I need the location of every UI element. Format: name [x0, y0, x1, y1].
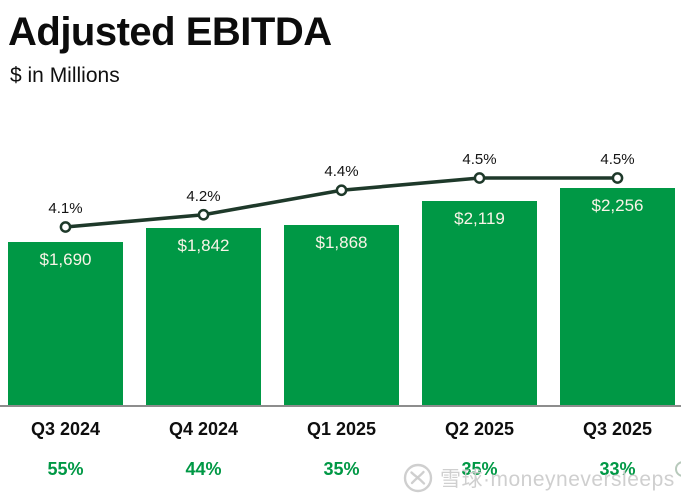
xueqiu-snowball-logo-icon: [403, 463, 433, 493]
page-title: Adjusted EBITDA: [8, 10, 332, 54]
growth-percent-label: 44%: [185, 459, 222, 479]
x-axis-label-q2-2025: Q2 2025: [444, 419, 515, 439]
bar-q1-2025: [284, 225, 399, 405]
line-percent-label: 4.5%: [600, 151, 635, 168]
line-percent-label: 4.4%: [324, 163, 359, 181]
bar-value-label: $1,868: [315, 233, 368, 252]
line-marker: [473, 172, 486, 184]
line-percent-label: 4.1%: [48, 200, 83, 217]
bar-value-label: $1,842: [177, 236, 230, 255]
line-marker: [611, 172, 624, 184]
line-marker: [197, 208, 210, 221]
bar-value-label: $2,256: [591, 196, 644, 215]
bar-value-label: $1,690: [39, 250, 92, 269]
x-axis-label-q3-2024: Q3 2024: [30, 419, 101, 439]
growth-percent-label: 35%: [461, 459, 498, 479]
line-percent-label: 4.5%: [462, 151, 497, 168]
watermark-text: 雪球·moneyneversleeps: [440, 468, 675, 491]
bar-value-label: $2,119: [454, 209, 505, 228]
x-axis-label-q4-2024: Q4 2024: [168, 419, 239, 439]
watermark: 雪球·moneyneversleeps: [403, 462, 675, 494]
x-axis-line: [0, 405, 681, 407]
line-marker: [335, 184, 348, 197]
x-axis-label-q3-2025: Q3 2025: [582, 419, 653, 439]
bar-q3-2024: [8, 242, 123, 405]
bar-q3-2025: [560, 188, 675, 405]
bar-q4-2024: [146, 228, 261, 405]
growth-percent-label: 55%: [47, 459, 84, 479]
line-percent-label: 4.2%: [186, 187, 221, 205]
growth-percent-label: 33%: [599, 459, 636, 479]
growth-percent-label: 35%: [323, 459, 360, 479]
x-axis-label-q1-2025: Q1 2025: [306, 419, 377, 439]
chart-subtitle: $ in Millions: [10, 64, 120, 87]
bar-q2-2025: [422, 201, 537, 405]
line-marker: [59, 221, 72, 233]
